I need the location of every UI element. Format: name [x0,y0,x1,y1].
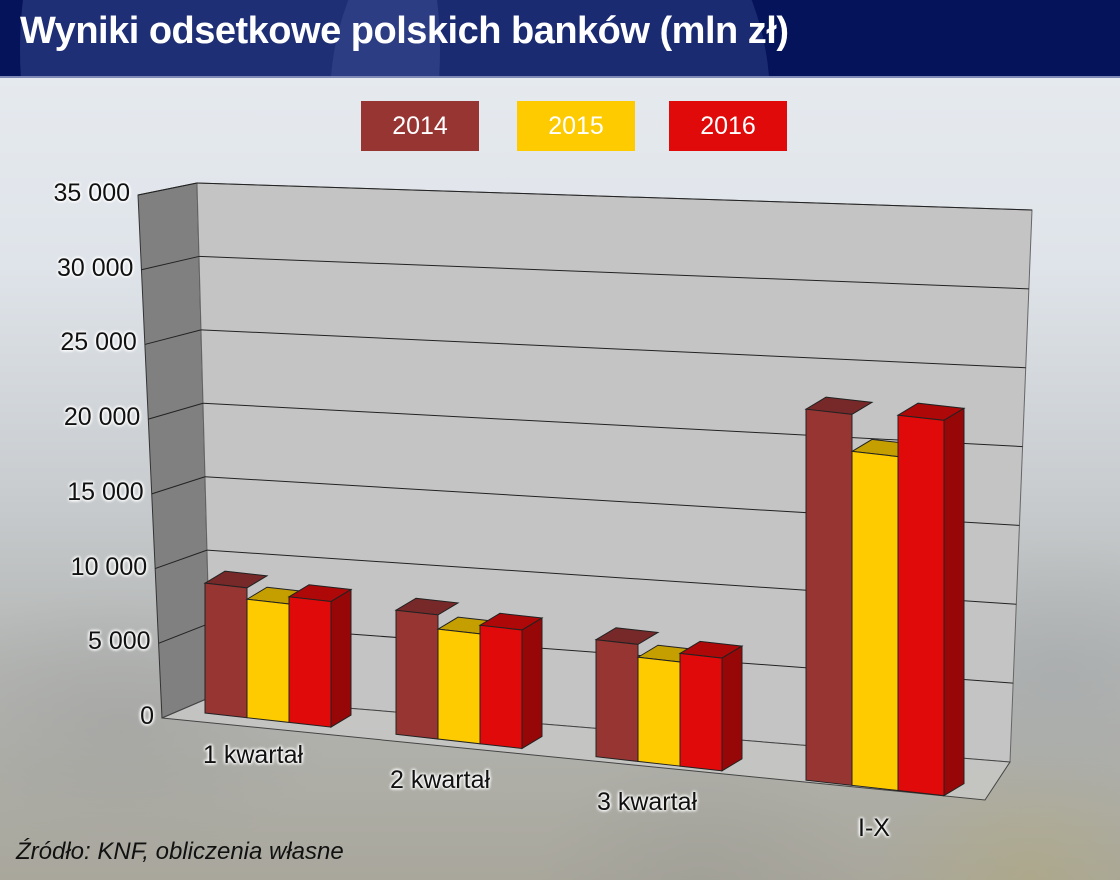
gridline [198,255,1029,290]
bar-2016-1 [478,612,544,750]
legend: 2014 2015 2016 [0,101,1120,151]
x-category-label: 3 kwartał [597,788,698,816]
bar-2016-3 [896,402,966,797]
source-note: Źródło: KNF, obliczenia własne [16,838,344,865]
bar-2016-2 [678,640,744,772]
x-category-label: 2 kwartał [390,766,491,794]
y-tick-label: 10 000 [70,552,148,581]
gridline-side [144,329,202,345]
logo-decoration [20,0,440,76]
bar-2014-3 [804,396,874,786]
gridline-side [158,623,210,644]
y-tick-label: 20 000 [63,403,141,432]
legend-item-2014: 2014 [361,101,479,151]
bar-2015-3 [850,438,920,792]
y-tick-label: 25 000 [60,328,137,357]
floor [161,696,1011,801]
gridline [200,329,1026,369]
legend-label: 2014 [392,111,448,140]
legend-label: 2016 [700,111,756,140]
legend-label: 2015 [548,111,604,140]
gridline [196,182,1033,211]
gridline-side [141,255,200,271]
gridline [202,402,1023,448]
chart-title: Wyniki odsetkowe polskich banków (mln zł… [20,10,789,52]
y-tick-label: 0 [140,702,154,730]
legend-item-2015: 2015 [517,101,635,151]
gridline-side [137,182,198,196]
gridline-side [154,549,208,570]
bar-2015-1 [436,616,502,745]
gridline-side [151,476,206,495]
bar-2014-1 [394,597,460,740]
bar-2014-0 [203,570,269,719]
x-category-label: 1 kwartał [203,741,304,769]
y-tick-label: 15 000 [67,477,144,506]
x-category-label: I-X [858,814,890,842]
logo-decoration [330,0,770,76]
y-tick-label: 30 000 [56,253,134,282]
bar-2016-0 [287,584,353,728]
gridline-side [148,402,204,420]
title-bar: Wyniki odsetkowe polskich banków (mln zł… [0,0,1120,78]
y-tick-label: 5 000 [88,627,151,656]
y-tick-label: 35 000 [53,179,130,207]
legend-item-2016: 2016 [669,101,787,151]
